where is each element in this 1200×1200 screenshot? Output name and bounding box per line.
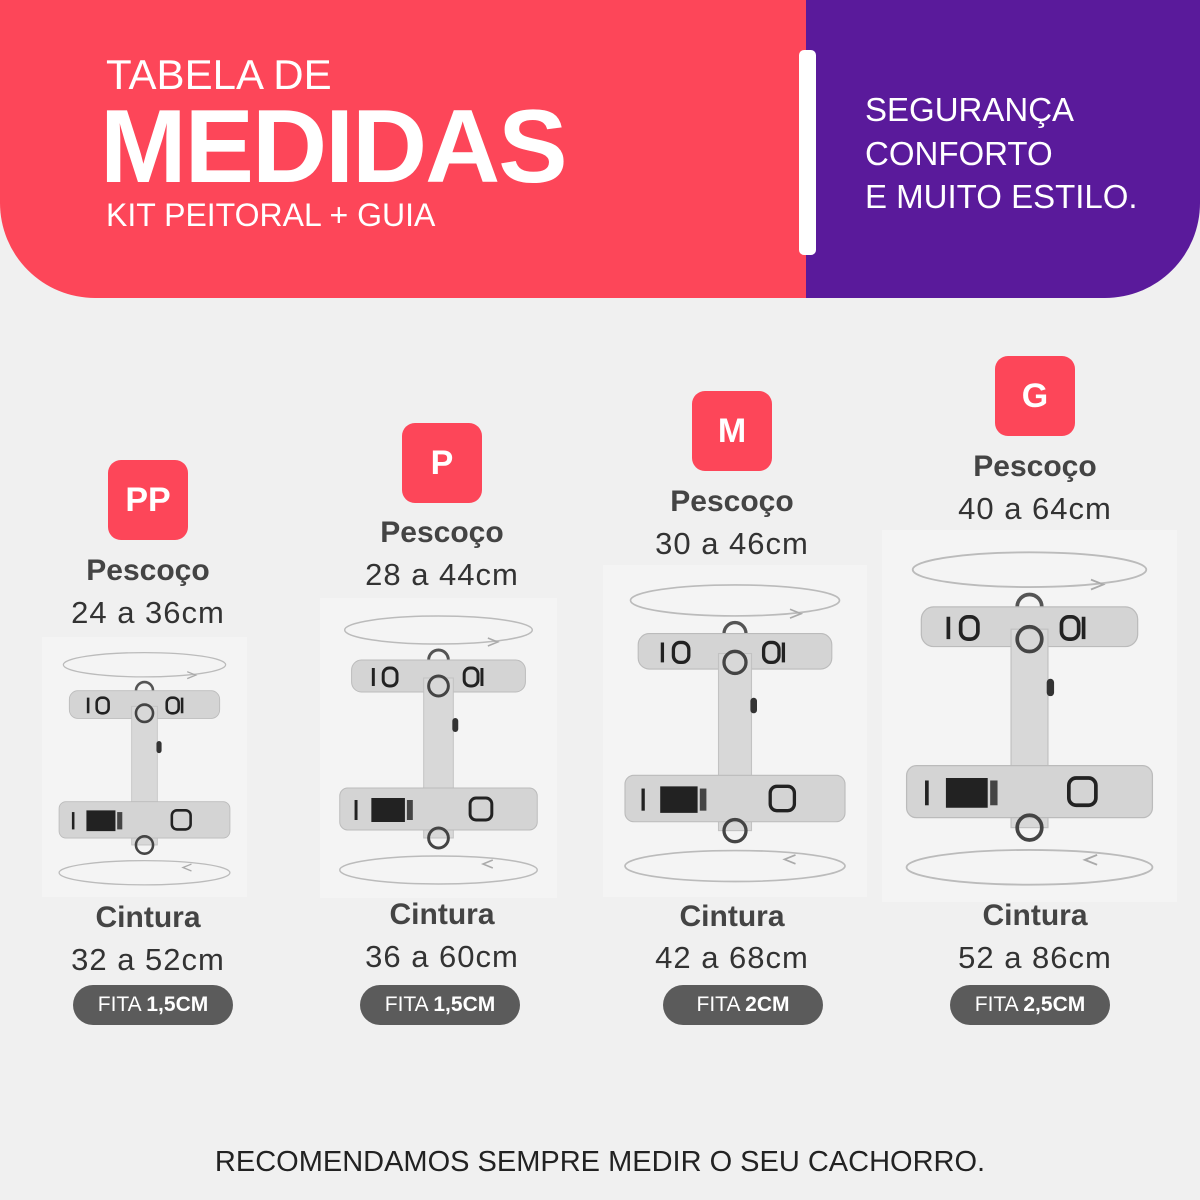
- size-badge: P: [402, 423, 482, 503]
- strap-prefix: FITA: [974, 993, 1018, 1016]
- slogan-line: E MUITO ESTILO.: [865, 178, 1138, 215]
- slogan-line: SEGURANÇA: [865, 91, 1075, 128]
- neck-range: 24 a 36cm: [71, 595, 225, 630]
- size-badge: M: [692, 391, 772, 471]
- strap-width-pill: FITA 1,5CM: [360, 985, 520, 1025]
- neck-range: 30 a 46cm: [655, 526, 809, 561]
- page-title: MEDIDAS: [100, 89, 568, 205]
- waist-label: Cintura: [95, 901, 201, 934]
- strap-prefix: FITA: [696, 993, 740, 1016]
- waist-label: Cintura: [679, 900, 785, 933]
- neck-label: Pescoço: [670, 485, 794, 518]
- harness-illustration: [320, 598, 557, 898]
- header-purple-panel: [806, 0, 1200, 298]
- header-red-panel: [0, 0, 806, 298]
- waist-range: 32 a 52cm: [71, 942, 225, 977]
- strap-width-pill: FITA 2,5CM: [950, 985, 1110, 1025]
- strap-width: 1,5CM: [146, 993, 209, 1016]
- waist-label: Cintura: [389, 898, 495, 931]
- waist-label: Cintura: [982, 899, 1088, 932]
- harness-illustration: [42, 637, 247, 897]
- waist-range: 36 a 60cm: [365, 939, 519, 974]
- neck-label: Pescoço: [973, 450, 1097, 483]
- strap-width: 1,5CM: [433, 993, 496, 1016]
- harness-illustration: [882, 530, 1177, 902]
- header-divider: [799, 50, 816, 255]
- waist-range: 42 a 68cm: [655, 940, 809, 975]
- neck-label: Pescoço: [86, 554, 210, 587]
- neck-range: 40 a 64cm: [958, 491, 1112, 526]
- title-small: TABELA DE: [106, 51, 332, 98]
- strap-width-pill: FITA 1,5CM: [73, 985, 233, 1025]
- strap-width: 2CM: [745, 993, 790, 1016]
- slogan-line: CONFORTO: [865, 134, 1053, 172]
- harness-illustration: [603, 565, 867, 897]
- strap-prefix: FITA: [384, 993, 428, 1016]
- waist-range: 52 a 86cm: [958, 940, 1112, 975]
- strap-width: 2,5CM: [1023, 993, 1086, 1016]
- neck-range: 28 a 44cm: [365, 557, 519, 592]
- slogan: SEGURANÇA CONFORTO E MUITO ESTILO.: [865, 88, 1138, 219]
- subtitle: KIT PEITORAL + GUIA: [106, 197, 436, 233]
- footer-note: RECOMENDAMOS SEMPRE MEDIR O SEU CACHORRO…: [214, 1146, 986, 1178]
- size-badge: PP: [108, 460, 188, 540]
- strap-width-pill: FITA 2CM: [663, 985, 823, 1025]
- neck-label: Pescoço: [380, 516, 504, 549]
- size-badge: G: [995, 356, 1075, 436]
- strap-prefix: FITA: [97, 993, 141, 1016]
